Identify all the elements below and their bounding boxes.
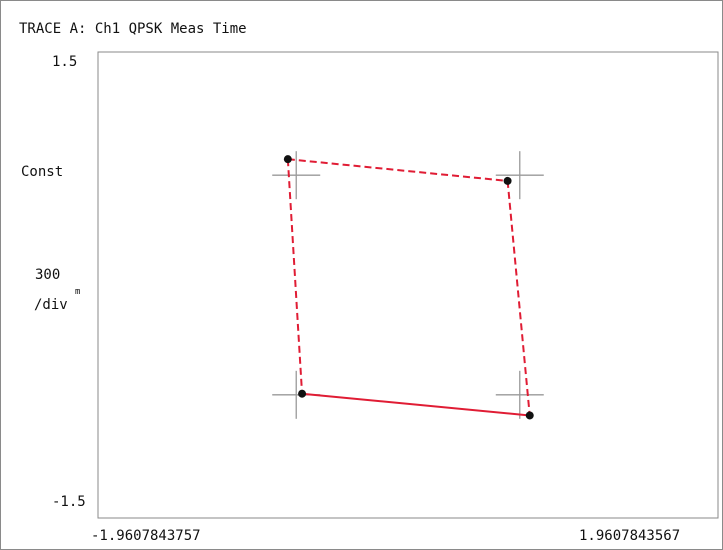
symbol-point bbox=[298, 389, 307, 398]
y-scale-unit: m bbox=[75, 287, 81, 297]
reference-crosshair bbox=[495, 370, 544, 419]
trajectory-segment-dashed bbox=[506, 180, 531, 416]
trajectory-segment-dashed bbox=[286, 159, 304, 394]
reference-crosshairs bbox=[272, 151, 544, 419]
y-axis-max-label: 1.5 bbox=[52, 54, 78, 70]
y-axis-min-label: -1.5 bbox=[52, 494, 86, 510]
y-scale-per-division: /div bbox=[34, 297, 68, 313]
symbol-point bbox=[525, 411, 534, 420]
symbol-point bbox=[503, 176, 512, 185]
plot-frame bbox=[97, 51, 719, 519]
x-axis-min-label: -1.9607843757 bbox=[91, 528, 201, 544]
trace-title: TRACE A: Ch1 QPSK Meas Time bbox=[19, 21, 247, 37]
trajectory-segment-solid bbox=[301, 392, 530, 417]
y-axis-name: Const bbox=[21, 164, 64, 180]
trajectory-lines bbox=[286, 158, 531, 417]
measured-points bbox=[283, 155, 534, 420]
reference-crosshair bbox=[495, 151, 544, 200]
symbol-point bbox=[283, 155, 292, 164]
reference-crosshair bbox=[272, 151, 321, 200]
y-scale-value: 300 bbox=[35, 267, 61, 283]
trajectory-segment-dashed bbox=[287, 158, 508, 182]
x-axis-max-label: 1.9607843567 bbox=[579, 528, 681, 544]
